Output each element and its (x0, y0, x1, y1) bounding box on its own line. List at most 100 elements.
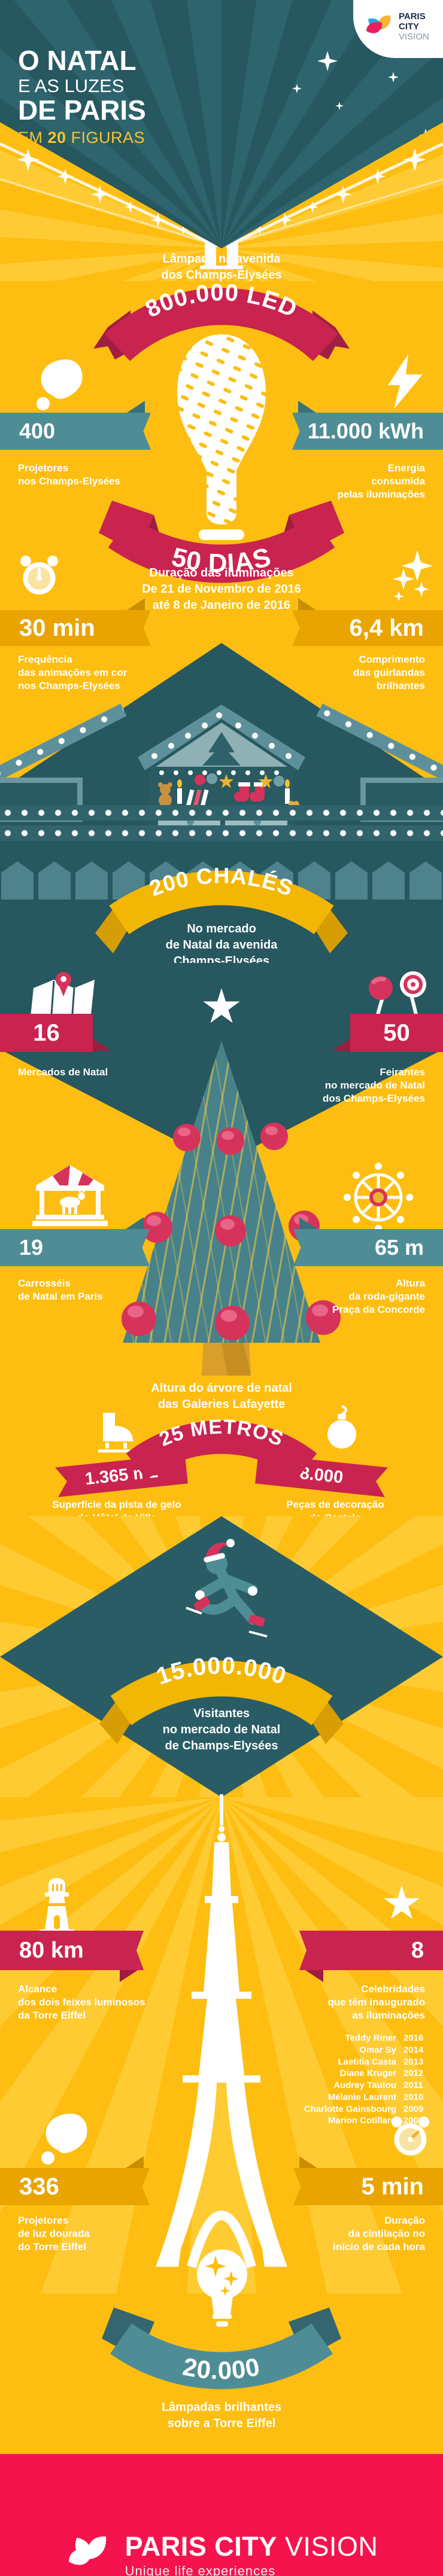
ornament-shine (221, 1309, 238, 1322)
map-pin-icon (30, 972, 95, 1023)
ornament (217, 1127, 244, 1155)
ornament (141, 1212, 172, 1243)
celebrity-year: 2016 (403, 2033, 424, 2043)
stat-value: 16 (33, 1019, 60, 1046)
garlands-caption: Comprimento das guirlandas brilhantes (353, 654, 425, 692)
ornament-shine (178, 1127, 191, 1137)
lamps-ribbon-label: 20.000 (181, 2352, 262, 2385)
stat-value: 6,4 km (349, 614, 424, 641)
stat-banner-sparkle-duration: 5 min (293, 2168, 443, 2205)
celebrity-year: 2012 (403, 2068, 424, 2079)
sparkle-duration-caption: Duração da cintilação no início de cada … (333, 2215, 425, 2253)
celebrity-year: 2013 (403, 2056, 424, 2067)
brand-bold: PARIS CITY (125, 2531, 277, 2562)
light-bulb-icon (177, 334, 266, 540)
stat-value: 336 (19, 2173, 59, 2200)
visitors-ribbon: 15.000.000 (99, 1653, 344, 1744)
stat-banner-energy: 11.000 kWh (292, 413, 443, 450)
market-chalet (138, 705, 305, 842)
chalets-caption: No mercado de Natal da avenida Champs-El… (165, 922, 278, 968)
stat-banner-markets: 16 (0, 1014, 93, 1052)
celebrity-row: Mélanie Laurent 2010 (227, 2092, 425, 2102)
gold-projectors-caption: Projetores de luz dourada do Torre Eiffe… (18, 2215, 90, 2253)
light-garland (0, 825, 443, 841)
stat-value: 50 (383, 1019, 410, 1046)
star-icon (317, 51, 338, 71)
celebrity-name: Audrey Tautou (333, 2080, 396, 2090)
celebrity-name: Charlotte Gainsbourg (304, 2104, 396, 2114)
ornament (306, 1300, 341, 1335)
subtitle-suffix: FIGURAS (66, 129, 145, 147)
banner-fold (298, 401, 316, 413)
bauble-icon (327, 1406, 356, 1449)
celebrity-row: Audrey Tautou 2011 (227, 2081, 425, 2090)
celebrity-name: Marion Cotillard (327, 2115, 396, 2126)
lollipop-icon (369, 971, 426, 1028)
ornament-shine (220, 1219, 235, 1230)
stat-banner-beams: 80 km (0, 1931, 144, 1970)
ornament (215, 1306, 250, 1340)
stat-banner-frequency: 30 min (0, 610, 151, 646)
stat-banner-carousels: 19 (0, 1229, 150, 1266)
stat-banner-garlands: 6,4 km (292, 610, 443, 646)
beams-caption: Alcance dos dois feixes luminosos da Tor… (18, 1983, 145, 2022)
logo-leaf-icon (366, 15, 391, 33)
footer-logo: PARIS CITY VISION Unique life experience… (0, 2533, 443, 2576)
eiffel-tower-icon (156, 1794, 287, 2269)
ornament-shine (222, 1130, 235, 1141)
ornament (173, 1124, 201, 1151)
ornament-shine (147, 1215, 162, 1226)
ice-skater-icon (186, 1539, 268, 1638)
footer-tagline: Unique life experiences (125, 2563, 276, 2576)
celebrity-row: Teddy Riner 2016 (227, 2034, 425, 2043)
energy-caption: Energia consumida pelas iluminações (337, 462, 425, 501)
avenue-caption: Lâmpada na avenida dos Champs-Elysées (161, 252, 282, 282)
chalets-ribbon: 200 CHALÉS (95, 863, 348, 953)
tree-height-caption: Altura do árvore de natal das Galeries L… (151, 1382, 292, 1411)
celebrities-list: Teddy Riner 2016 Omar Sy 2014 Laetitia Cas… (227, 2034, 425, 2128)
paris-city-vision-logo: PARIS CITY VISION (353, 0, 443, 58)
lamps-ribbon: 20.000 (102, 2307, 341, 2389)
logo-line2: CITY (399, 21, 420, 32)
celebrities-caption: Celebridades que têm inaugurado as ilumi… (327, 1983, 425, 2022)
celebrity-year: 2010 (403, 2092, 424, 2102)
stat-banner-vendors: 50 (350, 1014, 443, 1052)
celebrity-row: Charlotte Gainsbourg 2009 (227, 2104, 425, 2114)
lighthouse-icon (40, 1878, 74, 1934)
stat-value: 19 (19, 1235, 44, 1260)
footer-brand-block: PARIS CITY VISION Unique life experience… (125, 2533, 378, 2576)
projector-icon (37, 359, 83, 410)
sparkle-stars-icon (393, 550, 433, 601)
light-garland (0, 805, 443, 821)
visitors-caption: Visitantes no mercado de Natal de Champs… (162, 1707, 281, 1752)
ornament (122, 1301, 156, 1336)
ornament-shine (265, 1126, 278, 1136)
carousel-icon (32, 1165, 108, 1226)
celebrity-name: Teddy Riner (345, 2033, 396, 2043)
footer-brand: PARIS CITY VISION (125, 2533, 378, 2560)
celebrity-row: Marion Cotillard 2008 (227, 2116, 425, 2126)
ornament (260, 1123, 288, 1150)
stat-value: 5 min (361, 2173, 424, 2200)
celebrity-name: Laetitia Casta (338, 2056, 396, 2067)
vendors-caption: Feirantes no mercado de Natal dos Champs… (322, 1066, 425, 1105)
sparkling-bulb-icon (197, 2249, 247, 2327)
projector-icon (41, 2114, 87, 2165)
stat-banner-gold-projectors: 336 (0, 2168, 150, 2205)
star-icon (292, 84, 302, 93)
banner-fold (127, 401, 145, 413)
stat-value: 80 km (19, 1937, 84, 1963)
star-icon (388, 72, 399, 83)
arc-opening (216, 244, 227, 268)
projectors-caption: Projetores nos Champs-Elysées (18, 462, 121, 487)
alarm-clock-icon (392, 2117, 429, 2156)
celebrity-row: Omar Sy 2014 (227, 2045, 425, 2055)
title-line3: DE PARIS (18, 94, 146, 126)
days-ribbon: 50 DIAS (99, 501, 344, 583)
celebrity-name: Mélanie Laurent (327, 2092, 396, 2102)
carousels-caption: Carrosséis de Natal em Paris (18, 1278, 103, 1303)
stat-banner-projectors: 400 (0, 413, 151, 450)
title-line1: O NATAL (18, 45, 136, 76)
celebrity-year: 2014 (403, 2044, 424, 2055)
